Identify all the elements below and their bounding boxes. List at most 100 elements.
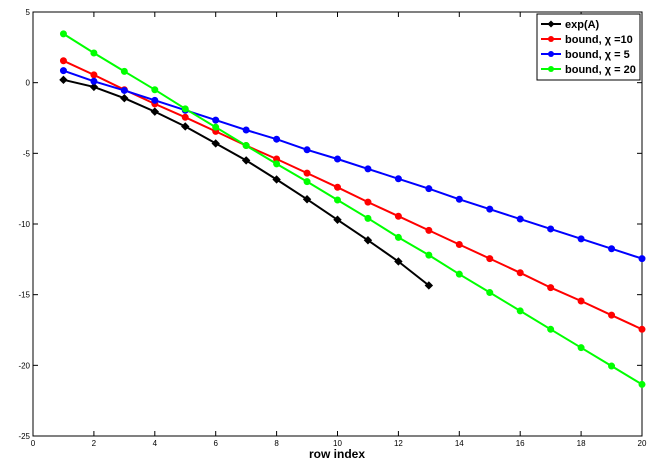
series-line-1 xyxy=(63,59,643,331)
data-point xyxy=(334,196,341,204)
data-point xyxy=(364,198,372,206)
y-tick-label: 0 xyxy=(26,79,31,88)
legend: exp(A) bound, χ =10 bound, χ = 5 bound, χ =… xyxy=(536,13,641,81)
data-point xyxy=(212,116,220,124)
data-point xyxy=(303,146,311,154)
data-point xyxy=(486,289,494,297)
data-point xyxy=(425,185,433,193)
data-point xyxy=(272,175,281,184)
data-point xyxy=(334,183,341,191)
y-tick-label: -5 xyxy=(23,149,31,158)
x-tick-label: 14 xyxy=(455,439,464,448)
legend-marker xyxy=(548,51,554,57)
data-point xyxy=(608,311,616,319)
legend-label: bound, χ = 5 xyxy=(565,49,630,61)
legend-marker xyxy=(547,20,555,28)
series-group xyxy=(59,30,646,388)
data-point xyxy=(547,325,555,333)
data-point xyxy=(516,307,524,315)
data-point xyxy=(89,82,99,92)
x-tick-label: 12 xyxy=(394,439,403,448)
data-point xyxy=(486,205,494,213)
x-tick-label: 10 xyxy=(333,439,342,448)
x-tick-label: 8 xyxy=(274,439,279,448)
x-axis-label: row index xyxy=(309,447,365,461)
data-point xyxy=(151,96,159,104)
data-point xyxy=(212,123,220,131)
x-tick-label: 16 xyxy=(516,439,525,448)
data-point xyxy=(151,86,159,94)
data-point xyxy=(364,165,372,173)
x-tick-label: 6 xyxy=(213,439,218,448)
y-tick-label: -10 xyxy=(18,220,30,229)
data-point xyxy=(455,195,463,203)
data-point xyxy=(425,226,433,234)
data-point xyxy=(364,214,372,222)
data-point xyxy=(363,236,373,245)
data-point xyxy=(59,30,67,38)
data-point xyxy=(516,269,524,277)
x-tick-label: 0 xyxy=(31,439,36,448)
data-point xyxy=(181,122,190,131)
y-tick-label: 5 xyxy=(26,8,31,17)
data-point xyxy=(608,362,616,370)
data-point xyxy=(241,156,251,165)
data-point xyxy=(181,105,189,113)
legend-label: bound, χ =10 xyxy=(565,34,633,46)
data-point xyxy=(455,270,463,278)
y-tick-label: -15 xyxy=(18,291,30,300)
y-tick-label: -25 xyxy=(18,432,30,441)
data-point xyxy=(242,142,250,150)
data-point xyxy=(90,49,98,57)
data-point xyxy=(303,169,311,177)
data-point xyxy=(394,175,402,183)
data-point xyxy=(577,235,585,243)
legend-marker xyxy=(548,66,554,72)
data-point xyxy=(273,160,281,168)
plot-area xyxy=(32,11,643,437)
series-line-3 xyxy=(62,33,643,386)
data-point xyxy=(273,135,281,143)
data-point xyxy=(242,126,250,134)
data-point xyxy=(608,245,616,253)
data-point xyxy=(577,344,585,352)
data-point xyxy=(638,255,646,263)
data-point xyxy=(547,284,555,292)
data-point xyxy=(59,57,67,65)
data-point xyxy=(424,281,434,290)
x-tick-label: 20 xyxy=(638,439,647,448)
data-point xyxy=(120,86,128,94)
data-point xyxy=(638,380,646,388)
data-point xyxy=(577,297,585,305)
data-point xyxy=(59,67,67,75)
data-point xyxy=(394,212,402,220)
axis-ticks: 0 2 4 6 8 10 12 14 16 18 20 -25 -20 -15 -10 -5 0 5 xyxy=(18,8,647,448)
data-point xyxy=(303,178,311,186)
data-point xyxy=(516,215,524,223)
series-line-2 xyxy=(63,69,643,260)
data-point xyxy=(638,325,646,333)
data-point xyxy=(120,94,129,103)
data-point xyxy=(302,195,312,204)
data-point xyxy=(394,257,403,266)
legend-marker xyxy=(548,36,554,42)
data-point xyxy=(150,107,160,116)
data-point xyxy=(90,77,98,85)
data-point xyxy=(455,240,463,248)
data-point xyxy=(425,251,433,259)
data-point xyxy=(90,71,98,79)
legend-label: bound, χ = 20 xyxy=(565,64,636,76)
data-point xyxy=(333,215,342,224)
legend-label: exp(A) xyxy=(565,19,600,31)
y-tick-label: -20 xyxy=(18,361,30,370)
data-point xyxy=(120,67,128,75)
data-point xyxy=(334,155,341,163)
data-point xyxy=(211,139,220,148)
data-point xyxy=(486,255,494,263)
x-tick-label: 4 xyxy=(153,439,158,448)
data-point xyxy=(547,225,555,233)
data-point xyxy=(59,75,68,85)
x-tick-label: 18 xyxy=(577,439,586,448)
data-point xyxy=(394,233,402,241)
